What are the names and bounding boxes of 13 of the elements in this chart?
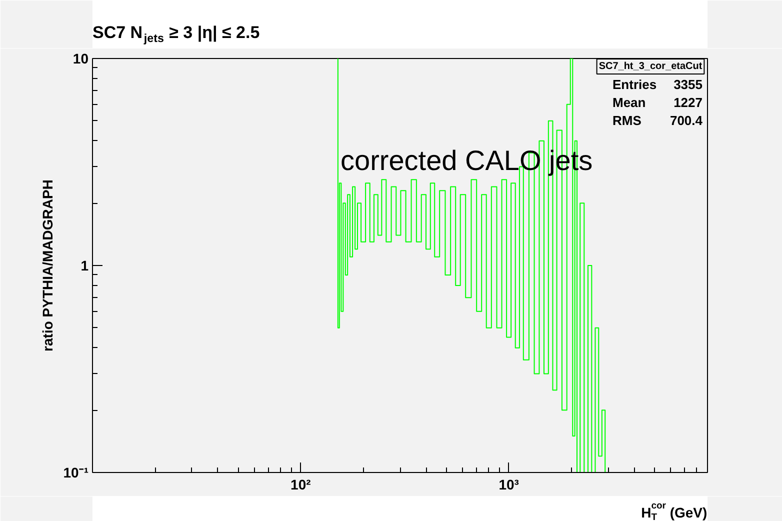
annotation: 1227 [674, 95, 702, 110]
x-tick-label: 10² [290, 476, 312, 492]
x-tick-label: 10³ [498, 476, 520, 492]
y-axis-title: ratio PYTHIA/MADGRAPH [39, 180, 56, 352]
annotation: 700.4 [670, 113, 704, 128]
annotation: Entries [612, 77, 657, 92]
y-tick-label: 1 [80, 258, 89, 274]
annotation: RMS [612, 113, 642, 128]
annotation: Mean [612, 95, 646, 110]
y-tick-label: 10⁻¹ [63, 464, 89, 480]
annotation: 3355 [674, 77, 702, 92]
y-tick-label: 10 [72, 50, 89, 66]
annotation: SC7_ht_3_cor_etaCut [598, 61, 703, 72]
